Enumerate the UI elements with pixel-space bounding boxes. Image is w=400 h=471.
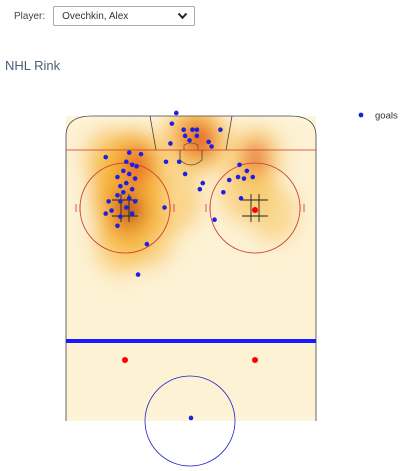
center-circle <box>144 375 236 467</box>
crosshair-left <box>112 194 138 222</box>
hash-marks-right <box>205 204 305 212</box>
faceoff-dot-left-zone <box>252 207 258 213</box>
goal-point-35 <box>103 211 109 216</box>
goal-point-44 <box>226 177 232 183</box>
crosshair-right <box>242 194 268 222</box>
goal-point-36 <box>115 223 120 229</box>
goal-point-54 <box>188 415 194 421</box>
neutral-dot-left <box>122 357 128 363</box>
goal-point-46 <box>238 196 244 201</box>
goal-point-18 <box>121 168 126 174</box>
goals-series <box>103 110 256 421</box>
goal-point-37 <box>163 159 169 165</box>
goal-point-13 <box>138 151 144 157</box>
legend: goals <box>358 111 398 122</box>
goal-point-43 <box>235 174 241 180</box>
rink-boards <box>65 115 317 421</box>
goal-point-50 <box>200 180 206 186</box>
goal-point-45 <box>241 176 247 181</box>
heat-blob-12 <box>82 127 135 191</box>
page-title: NHL Rink <box>5 58 61 73</box>
legend-marker-goals <box>358 112 364 118</box>
goal-point-9 <box>218 127 223 133</box>
heat-blob-11 <box>248 184 299 244</box>
neutral-dot-right <box>252 357 258 363</box>
goal-point-21 <box>132 176 138 181</box>
goal-point-53 <box>135 272 141 277</box>
goal-point-12 <box>126 150 132 155</box>
hash-marks-left <box>75 204 175 212</box>
player-select-value: Ovechkin, Alex <box>62 10 129 22</box>
goal-point-16 <box>129 162 135 168</box>
player-select[interactable]: Ovechkin, Alex <box>53 6 196 26</box>
goal-point-3 <box>190 127 195 133</box>
goal-point-5 <box>182 133 188 139</box>
goal-point-33 <box>129 211 135 216</box>
goal-point-2 <box>181 127 186 133</box>
goal-point-34 <box>118 214 123 219</box>
goal-point-10 <box>168 141 173 146</box>
goal-point-0 <box>173 110 179 116</box>
player-select-label: Player: <box>14 10 46 22</box>
goal-point-27 <box>126 196 132 201</box>
goal-point-19 <box>126 171 132 177</box>
goal-point-7 <box>206 139 211 145</box>
legend-label-goals: goals <box>375 111 398 122</box>
heat-blob-10 <box>124 207 176 269</box>
goal-point-22 <box>123 180 129 186</box>
goal-point-15 <box>123 159 129 165</box>
goal-point-17 <box>134 164 139 169</box>
player-select-row: Player: Ovechkin, Alex <box>14 5 196 27</box>
goal-point-14 <box>103 154 109 160</box>
goal-point-39 <box>182 171 188 177</box>
goal-point-40 <box>237 162 242 168</box>
goal-point-41 <box>244 168 250 174</box>
goal-point-1 <box>169 121 175 126</box>
goal-point-32 <box>109 208 114 213</box>
goal-point-38 <box>176 159 182 165</box>
goal-net <box>183 142 199 150</box>
goal-point-51 <box>197 186 203 192</box>
goal-point-47 <box>221 189 226 195</box>
goal-point-4 <box>194 127 200 133</box>
goal-point-52 <box>144 241 150 247</box>
goal-point-8 <box>187 138 192 143</box>
chevron-down-icon <box>177 12 188 20</box>
goal-point-49 <box>162 205 167 210</box>
goal-point-31 <box>123 205 129 210</box>
goal-point-29 <box>118 199 123 204</box>
goal-point-11 <box>209 144 214 149</box>
goal-point-42 <box>250 174 256 180</box>
goal-point-26 <box>115 193 120 198</box>
goal-point-24 <box>129 186 135 192</box>
goal-point-25 <box>121 189 126 195</box>
goal-point-30 <box>106 199 111 204</box>
goal-point-23 <box>118 183 123 189</box>
heatmap-layer <box>66 116 316 421</box>
goal-point-6 <box>194 133 200 139</box>
goal-point-48 <box>212 217 217 222</box>
trapezoid <box>149 115 233 151</box>
goal-point-20 <box>115 174 120 180</box>
goal-point-28 <box>132 199 138 204</box>
